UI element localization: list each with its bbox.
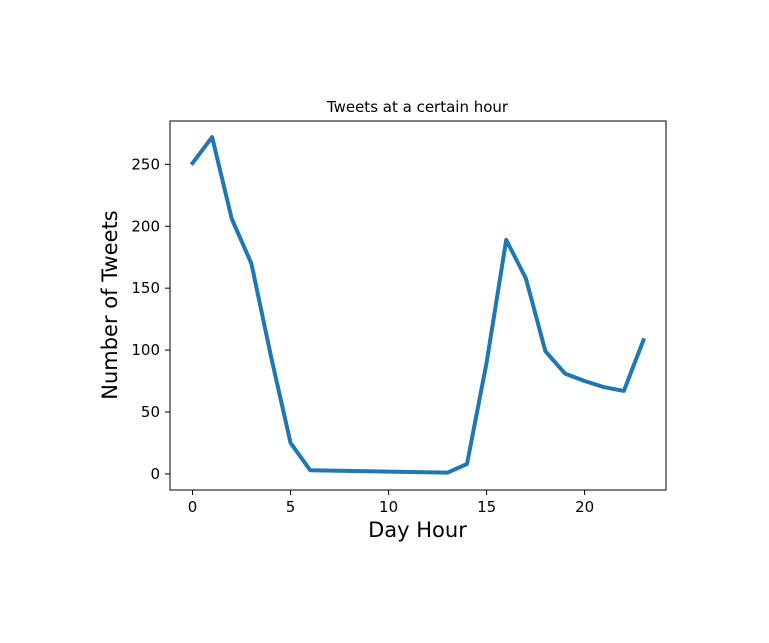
plot-frame xyxy=(169,120,667,491)
y-tick-label: 100 xyxy=(131,341,160,359)
x-tick-label: 5 xyxy=(286,498,296,516)
x-tick-label: 10 xyxy=(379,498,398,516)
chart-title: Tweets at a certain hour xyxy=(326,98,509,116)
plot-area xyxy=(189,135,647,475)
x-axis-label: Day Hour xyxy=(368,518,467,542)
x-tick-label: 15 xyxy=(477,498,496,516)
y-axis: 0 50 100 150 200 250 xyxy=(131,155,170,483)
y-axis-label: Number of Tweets xyxy=(98,210,122,400)
y-tick-label: 150 xyxy=(131,279,160,297)
x-tick-label: 20 xyxy=(575,498,594,516)
y-tick-label: 200 xyxy=(131,217,160,235)
x-tick-label: 0 xyxy=(188,498,198,516)
y-tick-label: 0 xyxy=(150,465,160,483)
series-line xyxy=(189,135,647,475)
y-tick-label: 50 xyxy=(141,403,160,421)
y-tick-label: 250 xyxy=(131,155,160,173)
x-axis: 0 5 10 15 20 xyxy=(188,490,594,516)
